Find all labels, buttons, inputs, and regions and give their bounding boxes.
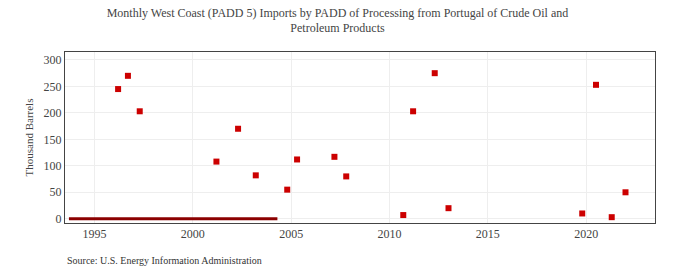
svg-text:300: 300 xyxy=(44,53,62,67)
svg-text:150: 150 xyxy=(44,133,62,147)
svg-text:Source: U.S. Energy Informatio: Source: U.S. Energy Information Administ… xyxy=(67,255,262,266)
svg-text:1995: 1995 xyxy=(83,227,107,241)
svg-text:2020: 2020 xyxy=(574,227,598,241)
svg-text:50: 50 xyxy=(50,185,62,199)
svg-text:2005: 2005 xyxy=(279,227,303,241)
svg-text:200: 200 xyxy=(44,106,62,120)
svg-text:2015: 2015 xyxy=(476,227,500,241)
svg-text:250: 250 xyxy=(44,80,62,94)
svg-text:2000: 2000 xyxy=(181,227,205,241)
svg-text:Monthly West Coast (PADD 5) Im: Monthly West Coast (PADD 5) Imports by P… xyxy=(107,6,569,36)
svg-text:0: 0 xyxy=(56,212,62,226)
svg-text:2010: 2010 xyxy=(378,227,402,241)
svg-text:Thousand Barrels: Thousand Barrels xyxy=(23,99,35,177)
svg-text:100: 100 xyxy=(44,159,62,173)
